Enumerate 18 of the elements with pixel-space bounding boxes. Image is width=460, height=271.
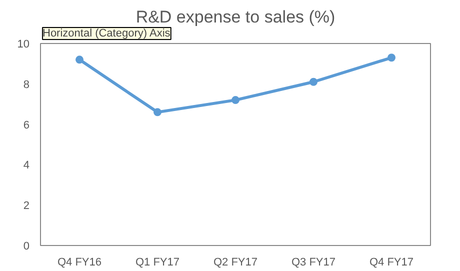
chart-title: R&D expense to sales (%) (136, 8, 336, 26)
point (76, 56, 84, 64)
x-tick-label: Q4 FY17 (369, 256, 414, 268)
point (310, 78, 318, 86)
x-tick-label: Q4 FY16 (57, 256, 102, 268)
point (232, 96, 240, 104)
point (388, 54, 396, 62)
y-tick-label: 2 (23, 200, 30, 212)
point (154, 108, 162, 116)
x-tick-label: Q3 FY17 (291, 256, 336, 268)
y-tick-label: 6 (23, 119, 30, 132)
y-tick-label: 8 (23, 78, 30, 91)
x-tick-label: Q2 FY17 (213, 256, 258, 268)
y-tick-label: 0 (23, 240, 30, 252)
text: Horizontal (Category) Axis (42, 28, 171, 40)
x-tick-label: Q1 FY17 (135, 256, 180, 268)
y-tick-label: 4 (23, 160, 30, 172)
y-tick-label: 10 (17, 38, 30, 50)
